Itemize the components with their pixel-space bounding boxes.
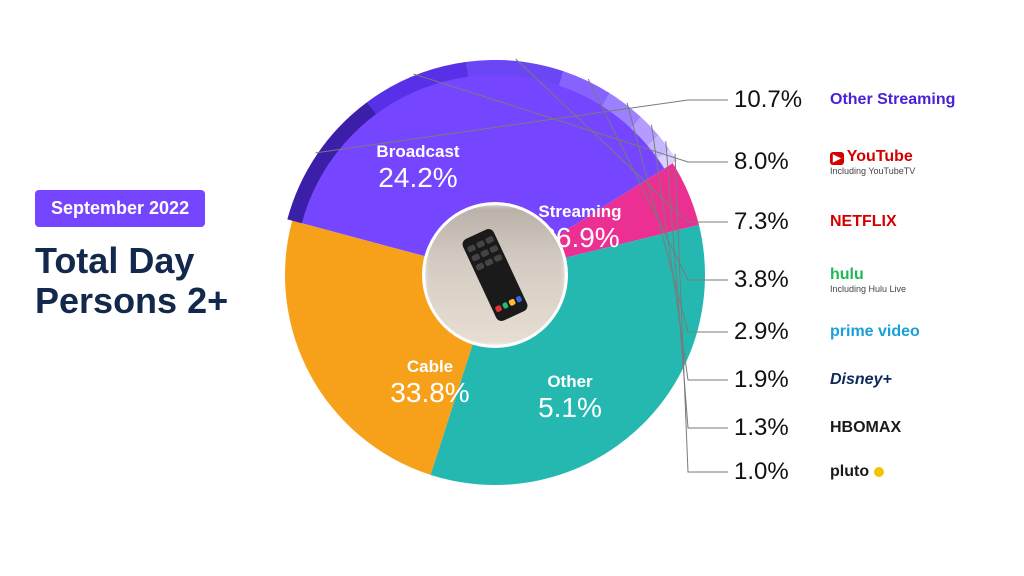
- legend-pct: 8.0%: [734, 148, 830, 176]
- legend-pct: 7.3%: [734, 208, 830, 236]
- streaming-legend: 10.7%Other Streaming 8.0%▶YouTubeIncludin…: [734, 86, 994, 490]
- donut-chart: Streaming36.9%Other5.1%Cable33.8%Broadca…: [280, 60, 710, 490]
- legend-service: pluto: [830, 463, 884, 481]
- legend-service: Disney+: [830, 371, 892, 389]
- legend-item: 8.0%▶YouTubeIncluding YouTubeTV: [734, 148, 915, 176]
- legend-pct: 1.3%: [734, 414, 830, 442]
- legend-item: 1.0%pluto: [734, 458, 884, 486]
- legend-item: 1.3%HBOMAX: [734, 414, 901, 442]
- legend-service: ▶YouTubeIncluding YouTubeTV: [830, 148, 915, 176]
- legend-service: HBOMAX: [830, 419, 901, 437]
- left-panel: September 2022 Total Day Persons 2+: [35, 190, 275, 320]
- chart-title: Total Day Persons 2+: [35, 241, 275, 320]
- legend-item: 1.9%Disney+: [734, 366, 892, 394]
- chart-container: September 2022 Total Day Persons 2+ Stre…: [0, 0, 1024, 576]
- legend-service: NETFLIX: [830, 213, 897, 231]
- legend-pct: 2.9%: [734, 318, 830, 346]
- legend-service: prime video: [830, 323, 920, 341]
- legend-item: 3.8%huluIncluding Hulu Live: [734, 266, 906, 294]
- legend-service: Other Streaming: [830, 91, 955, 109]
- date-badge: September 2022: [35, 190, 205, 227]
- legend-pct: 1.0%: [734, 458, 830, 486]
- title-line-1: Total Day: [35, 240, 194, 281]
- legend-item: 7.3%NETFLIX: [734, 208, 897, 236]
- center-image-remote: [425, 205, 565, 345]
- legend-pct: 3.8%: [734, 266, 830, 294]
- legend-item: 10.7%Other Streaming: [734, 86, 955, 114]
- legend-pct: 1.9%: [734, 366, 830, 394]
- legend-item: 2.9%prime video: [734, 318, 920, 346]
- legend-service: huluIncluding Hulu Live: [830, 266, 906, 294]
- legend-pct: 10.7%: [734, 86, 830, 114]
- title-line-2: Persons 2+: [35, 280, 228, 321]
